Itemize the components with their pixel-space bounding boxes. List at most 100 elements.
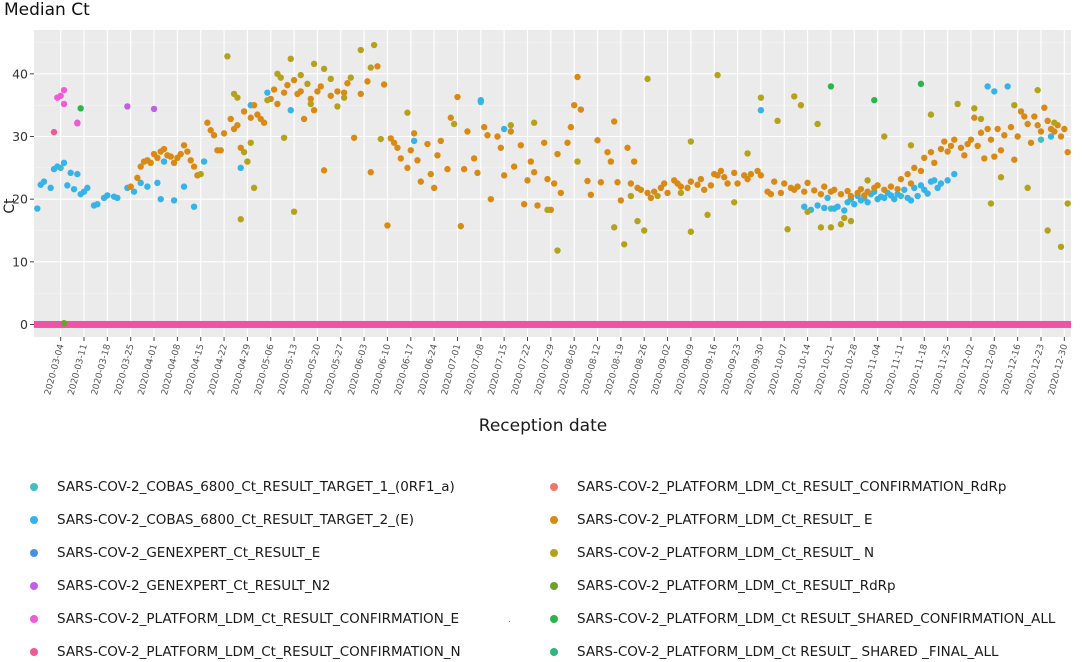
data-point: [124, 103, 131, 110]
data-point: [260, 119, 268, 126]
x-tick-label: 2020-04-01: [137, 343, 160, 396]
legend-swatch: [30, 615, 38, 623]
data-point: [160, 145, 168, 153]
data-point: [997, 174, 1005, 181]
data-point: [524, 177, 531, 184]
data-point: [367, 169, 374, 176]
legend-swatch: [30, 483, 38, 491]
legend-label: SARS-COV-2_PLATFORM_LDM_Ct_RESULT_ N: [577, 545, 875, 561]
data-point: [771, 178, 778, 185]
data-point: [887, 183, 895, 190]
data-point: [210, 132, 218, 139]
data-point: [200, 158, 208, 165]
legend-swatch: [550, 615, 558, 623]
data-point: [831, 186, 838, 193]
data-point: [757, 106, 765, 114]
data-point: [570, 101, 578, 109]
data-point: [134, 174, 141, 182]
data-point: [1061, 125, 1068, 133]
data-point: [997, 147, 1005, 154]
legend-swatch: [30, 549, 38, 557]
data-point: [734, 180, 741, 187]
data-point: [881, 133, 888, 140]
data-point: [1064, 200, 1071, 207]
data-point: [234, 94, 241, 101]
data-point: [827, 224, 835, 231]
data-point: [417, 178, 424, 185]
data-point: [957, 144, 965, 151]
data-point: [60, 86, 68, 94]
data-point: [1011, 156, 1018, 163]
legend-stray-mark: .: [508, 615, 511, 625]
data-point: [744, 150, 751, 157]
y-tick-label: 20: [12, 192, 28, 207]
data-point: [470, 155, 478, 162]
data-point: [540, 139, 548, 146]
data-point: [1051, 128, 1058, 135]
data-point: [270, 86, 278, 93]
x-tick-label: 2020-07-15: [487, 343, 510, 396]
data-point: [924, 190, 931, 197]
data-point: [340, 94, 348, 101]
x-tick-label: 2020-07-08: [464, 343, 487, 396]
data-point: [911, 164, 918, 172]
data-point: [550, 180, 558, 187]
data-point: [937, 180, 945, 187]
data-point: [871, 96, 878, 104]
data-point: [911, 184, 918, 192]
x-tick-label: 2020-11-25: [930, 343, 953, 396]
data-point: [434, 152, 441, 159]
data-point: [857, 185, 865, 193]
data-point: [731, 169, 738, 177]
data-point: [721, 174, 728, 181]
legend-item: SARS-COV-2_PLATFORM_LDM_Ct_RESULT_RdRp: [550, 576, 896, 596]
data-point: [290, 208, 298, 215]
data-point: [931, 159, 938, 167]
data-point: [1057, 243, 1065, 250]
x-tick-label: 2020-03-11: [67, 343, 90, 396]
data-point: [364, 78, 371, 85]
data-point: [237, 164, 244, 172]
data-point: [397, 155, 404, 162]
x-tick-label: 2020-06-24: [417, 343, 440, 396]
data-point: [694, 181, 701, 188]
data-point: [987, 136, 995, 143]
data-point: [1044, 117, 1051, 125]
data-point: [894, 190, 901, 198]
data-point: [801, 203, 808, 210]
data-point: [714, 172, 721, 179]
data-point: [327, 75, 334, 83]
data-point: [284, 81, 291, 89]
data-point: [901, 186, 908, 193]
data-point: [477, 96, 485, 104]
x-axis-label: Reception date: [479, 416, 607, 436]
data-point: [447, 114, 455, 121]
data-point: [344, 80, 351, 87]
data-point: [137, 179, 144, 187]
data-point: [937, 145, 945, 153]
data-point: [1007, 123, 1015, 131]
data-point: [687, 228, 695, 235]
data-point: [227, 115, 234, 123]
data-point: [654, 192, 661, 200]
data-point: [137, 163, 144, 170]
data-point: [507, 128, 515, 135]
data-point: [1034, 86, 1041, 94]
data-point: [190, 163, 198, 170]
data-point: [40, 178, 48, 185]
legend-item: SARS-COV-2_PLATFORM_LDM_Ct_RESULT_ E: [550, 510, 873, 530]
x-tick-label: 2020-03-04: [43, 343, 66, 396]
data-point: [677, 189, 685, 197]
data-point: [1047, 133, 1055, 140]
data-point: [597, 179, 605, 186]
data-point: [851, 200, 858, 208]
y-tick-label: 0: [20, 317, 28, 332]
x-tick-label: 2020-08-12: [580, 343, 603, 396]
data-point: [1037, 136, 1045, 143]
x-tick-label: 2020-08-26: [627, 343, 650, 396]
data-point: [754, 167, 761, 175]
data-point: [594, 137, 601, 144]
data-point: [374, 63, 381, 70]
data-point: [290, 76, 298, 84]
data-point: [317, 83, 324, 90]
